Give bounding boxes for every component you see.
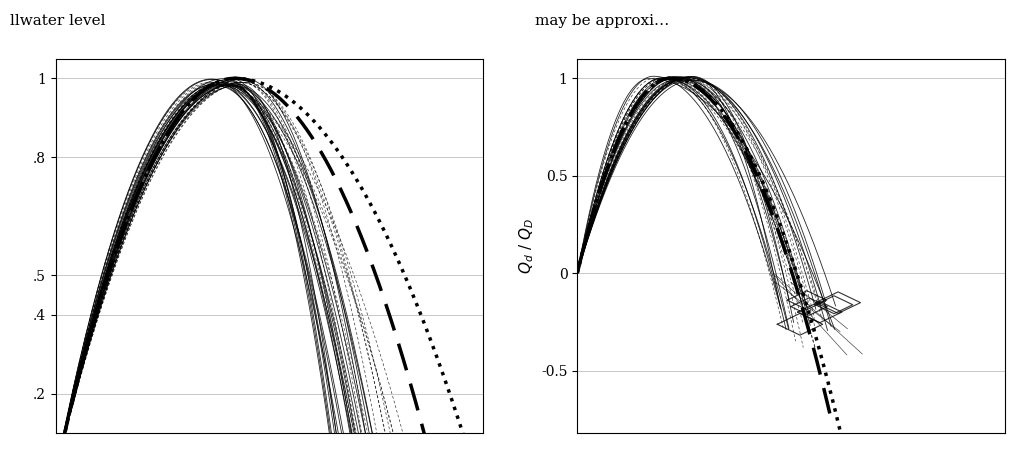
Text: may be approxi…: may be approxi… — [535, 14, 670, 28]
Y-axis label: $Q_d$ / $Q_D$: $Q_d$ / $Q_D$ — [517, 218, 535, 274]
Text: llwater level: llwater level — [10, 14, 106, 28]
